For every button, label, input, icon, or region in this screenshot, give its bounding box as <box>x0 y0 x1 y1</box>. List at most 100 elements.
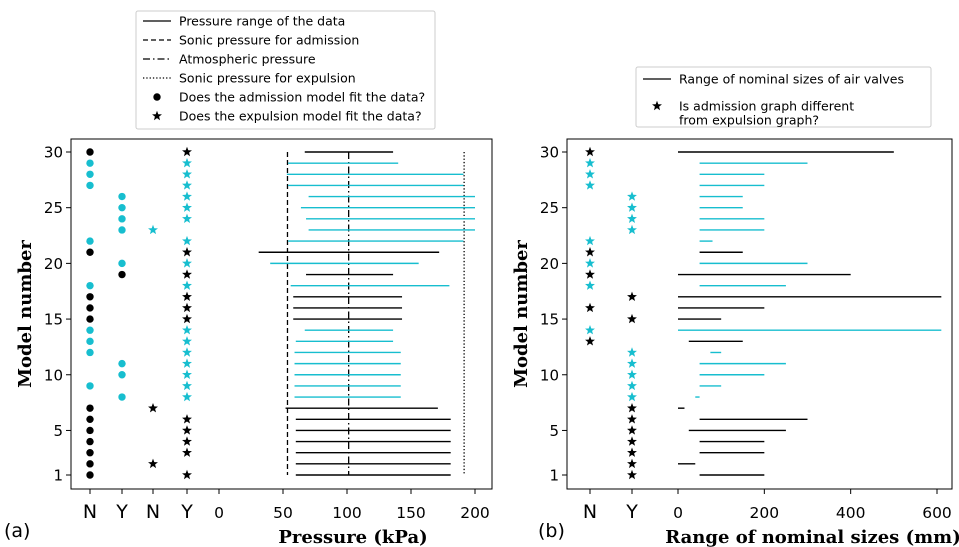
expulsion-star <box>182 191 192 201</box>
admission-dot <box>86 437 94 446</box>
y-tick-label: 15 <box>540 311 559 329</box>
admission-dot <box>86 181 94 190</box>
graph-different-star <box>627 414 637 424</box>
expulsion-star <box>148 458 158 469</box>
legend-label: Sonic pressure for expulsion <box>179 71 356 86</box>
graph-different-star <box>627 402 637 413</box>
admission-dot <box>86 293 94 301</box>
graph-different-star <box>585 302 595 313</box>
admission-dot <box>118 393 126 401</box>
admission-dot <box>86 460 94 468</box>
expulsion-star <box>182 313 192 324</box>
x-tick-label: 100 <box>332 504 362 522</box>
legend-label: Atmospheric pressure <box>179 52 316 67</box>
x-tick-label: 200 <box>460 504 490 522</box>
panel-b: Range of nominal sizes of air valves Is a… <box>511 66 959 547</box>
panel-a: Pressure range of the data Sonic pressure… <box>4 10 493 547</box>
legend-b-frame <box>635 66 932 128</box>
category-tick-label: N <box>146 501 160 523</box>
admission-dot <box>118 270 126 279</box>
graph-different-star <box>585 180 595 190</box>
expulsion-star <box>182 391 192 402</box>
admission-dot <box>86 415 94 424</box>
admission-dot <box>86 404 94 412</box>
admission-dot <box>86 304 94 312</box>
graph-different-star <box>627 425 637 435</box>
expulsion-star <box>182 280 192 290</box>
x-axis-label-a: Pressure (kPa) <box>278 527 427 547</box>
legend-label: Range of nominal sizes of air valves <box>679 72 904 87</box>
legend-dot-marker <box>153 93 161 101</box>
y-tick-label: 25 <box>540 199 559 217</box>
legend-star-marker <box>652 100 662 111</box>
graph-different-star <box>585 336 595 346</box>
graph-different-star <box>627 436 637 446</box>
expulsion-star <box>182 447 192 457</box>
expulsion-star <box>182 258 192 268</box>
graph-different-star <box>585 146 595 157</box>
admission-dot <box>86 471 94 479</box>
y-tick-label: 1 <box>549 467 559 485</box>
admission-dot <box>118 359 126 368</box>
admission-dot <box>86 159 94 167</box>
graph-different-star <box>585 247 595 257</box>
expulsion-star <box>182 169 192 179</box>
graph-different-star <box>585 235 595 246</box>
category-tick-label: N <box>583 501 597 523</box>
x-tick-label: 0 <box>673 504 683 522</box>
graph-different-star <box>627 380 637 391</box>
x-tick-label: 0 <box>214 504 224 522</box>
graph-different-star <box>627 458 637 469</box>
legend-a-frame <box>135 10 436 130</box>
graph-different-star <box>627 291 637 301</box>
admission-dot <box>86 148 94 156</box>
x-axis-label-b: Range of nominal sizes (mm) <box>665 527 959 547</box>
graph-different-star <box>627 202 637 212</box>
graph-different-star <box>585 280 595 290</box>
category-tick-label: Y <box>625 501 638 523</box>
legend-label: Does the expulsion model fit the data? <box>179 109 422 124</box>
admission-dot <box>118 192 126 201</box>
graph-different-star <box>627 447 637 457</box>
expulsion-star <box>182 291 192 301</box>
expulsion-star <box>182 347 192 357</box>
category-tick-label: Y <box>180 501 193 523</box>
legend-label: Pressure range of the data <box>179 14 345 29</box>
legend-label: from expulsion graph? <box>679 113 819 128</box>
legend-label: Sonic pressure for admission <box>179 33 359 48</box>
admission-dot <box>86 382 94 390</box>
x-tick-label: 200 <box>750 504 780 522</box>
admission-dot <box>86 281 94 290</box>
expulsion-star <box>182 269 192 279</box>
category-tick-label: Y <box>115 501 128 523</box>
expulsion-star <box>182 425 192 435</box>
y-axis-label-b: Model number <box>511 240 532 388</box>
y-tick-label: 5 <box>53 422 63 440</box>
admission-dot <box>118 226 126 234</box>
plot-frame-a <box>70 138 493 490</box>
expulsion-star <box>182 180 192 190</box>
admission-dot <box>118 371 126 379</box>
graph-different-star <box>627 347 637 357</box>
x-tick-label: 150 <box>396 504 426 522</box>
graph-different-star <box>585 325 595 335</box>
y-tick-label: 30 <box>44 144 63 162</box>
graph-different-star <box>627 313 637 324</box>
expulsion-star <box>148 224 158 235</box>
legend-label: Is admission graph different <box>679 99 854 114</box>
admission-dot <box>86 426 94 435</box>
y-tick-label: 1 <box>53 467 63 485</box>
legend-star-marker <box>152 110 162 121</box>
expulsion-star <box>182 157 192 168</box>
legend-label: Does the admission model fit the data? <box>179 90 425 105</box>
y-axis-label-a: Model number <box>15 240 36 388</box>
expulsion-star <box>182 302 192 313</box>
expulsion-star <box>182 235 192 246</box>
graph-different-star <box>585 269 595 279</box>
admission-dot <box>86 449 94 457</box>
legend-a: Pressure range of the data Sonic pressure… <box>135 10 436 130</box>
admission-dot <box>86 337 94 346</box>
admission-dot <box>118 215 126 223</box>
expulsion-star <box>148 402 158 413</box>
